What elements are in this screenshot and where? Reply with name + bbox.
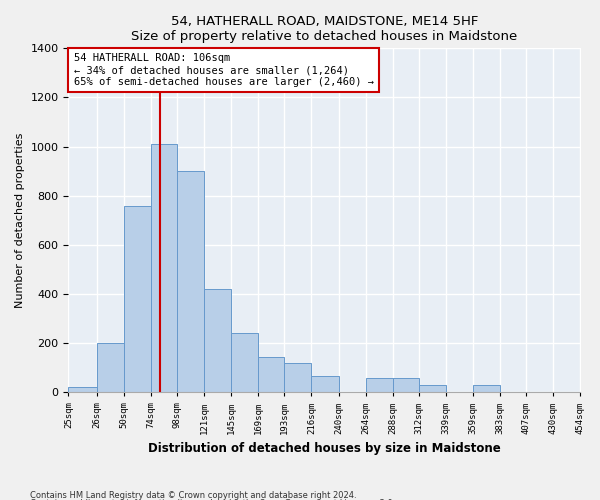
X-axis label: Distribution of detached houses by size in Maidstone: Distribution of detached houses by size …: [148, 442, 501, 455]
Bar: [124, 206, 151, 392]
Bar: [473, 385, 500, 392]
Bar: [393, 378, 419, 392]
Text: 54 HATHERALL ROAD: 106sqm
← 34% of detached houses are smaller (1,264)
65% of se: 54 HATHERALL ROAD: 106sqm ← 34% of detac…: [74, 54, 374, 86]
Bar: [68, 388, 97, 392]
Bar: [177, 171, 204, 392]
Bar: [151, 144, 177, 392]
Bar: [97, 343, 124, 392]
Bar: [231, 334, 259, 392]
Bar: [366, 378, 393, 392]
Title: 54, HATHERALL ROAD, MAIDSTONE, ME14 5HF
Size of property relative to detached ho: 54, HATHERALL ROAD, MAIDSTONE, ME14 5HF …: [131, 15, 518, 43]
Bar: [311, 376, 338, 392]
Text: Contains public sector information licensed under the Open Government Licence v3: Contains public sector information licen…: [30, 499, 395, 500]
Bar: [419, 385, 446, 392]
Bar: [204, 289, 231, 393]
Bar: [259, 357, 284, 392]
Bar: [284, 363, 311, 392]
Y-axis label: Number of detached properties: Number of detached properties: [15, 132, 25, 308]
Text: Contains HM Land Registry data © Crown copyright and database right 2024.: Contains HM Land Registry data © Crown c…: [30, 490, 356, 500]
